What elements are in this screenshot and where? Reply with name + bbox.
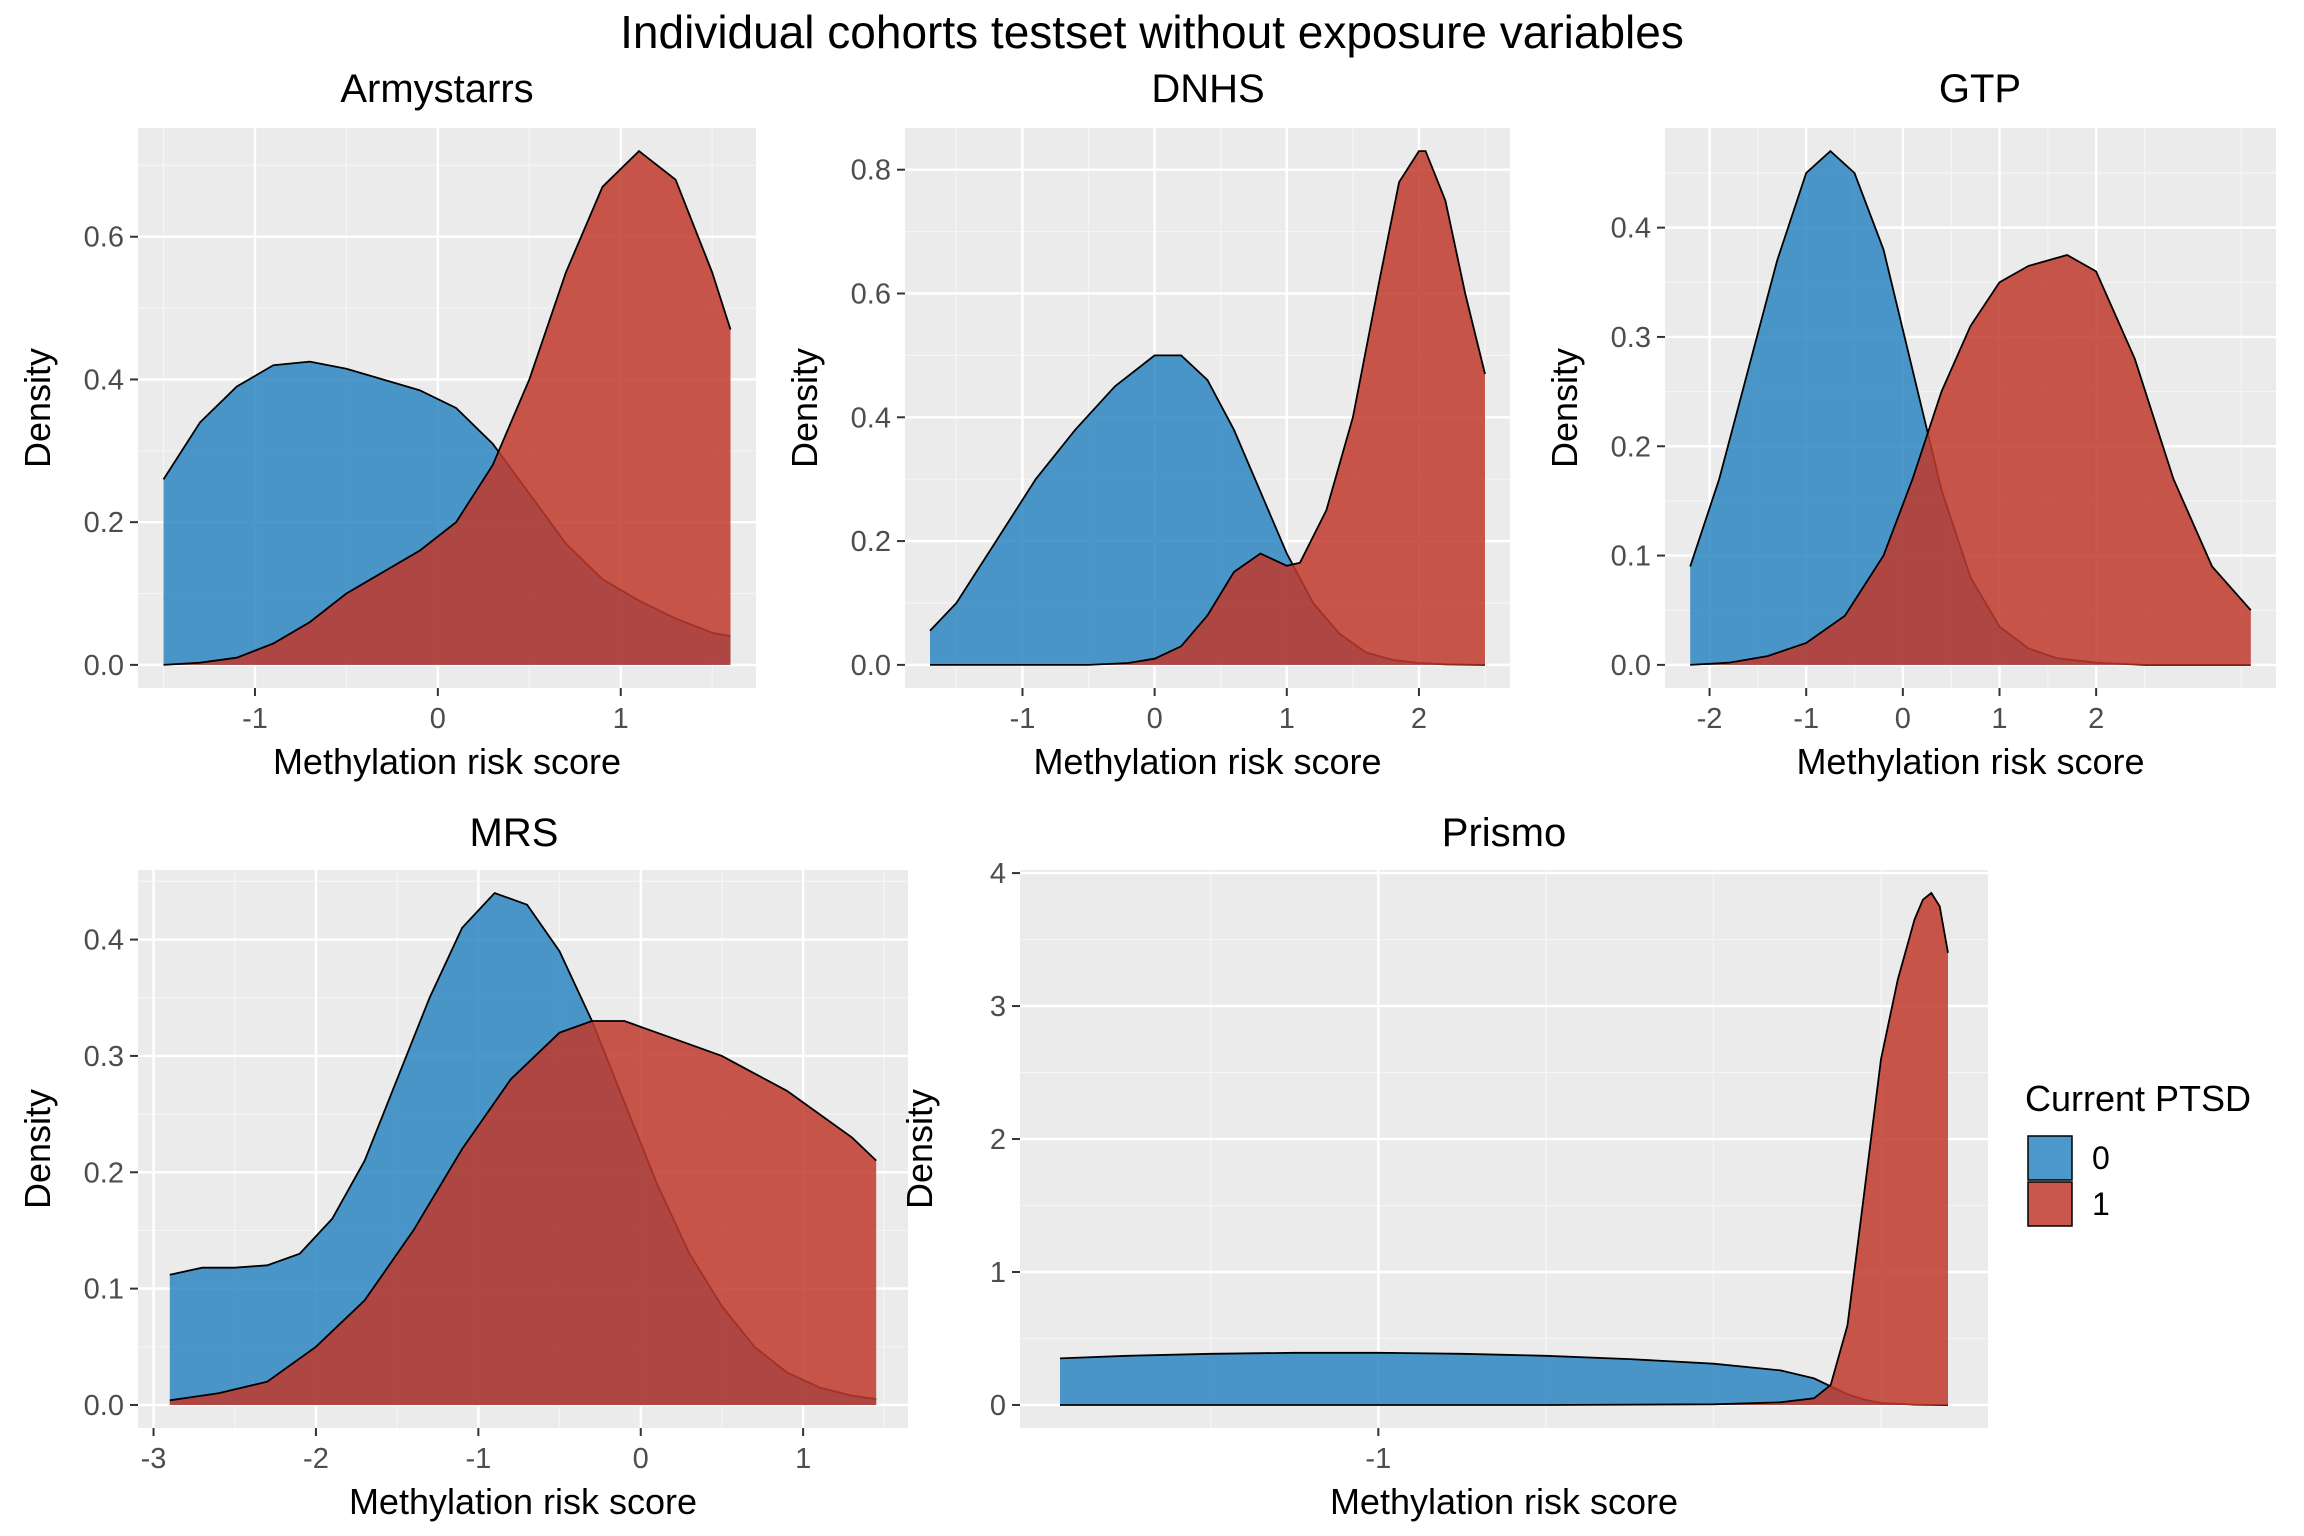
y-tick-label: 0.4 [1611, 213, 1651, 245]
legend: Current PTSD 0 1 [2025, 1078, 2251, 1227]
density-line-ptsd-1 [1690, 254, 2252, 666]
y-axis-label: Density [784, 348, 825, 468]
density-line-ptsd-1 [169, 1020, 877, 1402]
x-tick-label: -1 [1793, 703, 1819, 735]
y-tick-label: 0.2 [84, 507, 124, 539]
y-tick-label: 4 [990, 858, 1006, 890]
x-tick-label: 0 [1895, 703, 1911, 735]
x-tick-label: -1 [1365, 1443, 1391, 1475]
x-axis-label: Methylation risk score [1796, 741, 2144, 782]
y-tick-label: 0.6 [84, 222, 124, 254]
y-tick-label: 0.0 [84, 1390, 124, 1422]
y-tick-label: 0 [990, 1390, 1006, 1422]
x-tick-label: 2 [1411, 703, 1427, 735]
legend-key [2027, 1181, 2073, 1227]
density-area-ptsd-1 [930, 151, 1485, 665]
y-tick-label: 0.3 [1611, 322, 1651, 354]
x-axis-label: Methylation risk score [1330, 1481, 1678, 1522]
y-tick-label: 0.1 [84, 1274, 124, 1306]
x-tick-label: 0 [633, 1443, 649, 1475]
density-area-ptsd-0 [1690, 151, 2251, 665]
x-tick-label: -1 [1010, 703, 1036, 735]
y-tick-label: 0.4 [84, 925, 124, 957]
x-tick-label: 1 [795, 1443, 811, 1475]
x-axis-label: Methylation risk score [1033, 741, 1381, 782]
panel-title: GTP [1939, 67, 2021, 111]
panel-background [1020, 870, 1988, 1428]
y-tick-label: 0.8 [851, 155, 891, 187]
x-tick-label: 1 [1279, 703, 1295, 735]
y-tick-label: 0.0 [84, 650, 124, 682]
y-axis-label: Density [17, 1089, 58, 1209]
y-tick-label: 0.4 [84, 364, 124, 396]
y-tick-label: 0.1 [1611, 541, 1651, 573]
panel-title: Prismo [1442, 811, 1566, 855]
x-tick-label: -1 [242, 703, 268, 735]
density-line-ptsd-1 [930, 150, 1486, 666]
y-axis-label: Density [1544, 348, 1585, 468]
panel-dnhs: -1 0 1 2 0.0 0.2 0.4 0.6 0.8 DNHS Methylation risk… [784, 67, 1510, 782]
panel-gtp: -2 -1 0 1 2 0.0 0.1 0.2 0.3 0.4 GTP Methylation ris… [1544, 67, 2276, 782]
x-tick-label: -1 [465, 1443, 491, 1475]
legend-label: 0 [2092, 1140, 2110, 1176]
density-area-ptsd-1 [163, 151, 731, 665]
y-tick-label: 1 [990, 1257, 1006, 1289]
y-axis-label: Density [899, 1089, 940, 1209]
y-tick-label: 0.6 [851, 278, 891, 310]
x-tick-label: -2 [1697, 703, 1723, 735]
x-tick-label: 0 [1147, 703, 1163, 735]
panel-title: DNHS [1151, 67, 1264, 111]
x-tick-label: 0 [430, 703, 446, 735]
y-tick-label: 0.4 [851, 402, 891, 434]
x-axis-label: Methylation risk score [349, 1481, 697, 1522]
panel-title: MRS [470, 811, 559, 855]
x-tick-label: 2 [2088, 703, 2104, 735]
y-tick-label: 0.2 [851, 526, 891, 558]
y-tick-label: 0.0 [851, 650, 891, 682]
panel-title: Armystarrs [340, 67, 533, 111]
y-tick-label: 0.3 [84, 1041, 124, 1073]
y-tick-label: 0.2 [1611, 431, 1651, 463]
legend-key [2027, 1135, 2073, 1181]
chart-main-title: Individual cohorts testset without expos… [620, 6, 1684, 58]
density-area-ptsd-0 [930, 355, 1485, 665]
panel-mrs: -3 -2 -1 0 1 0.0 0.1 0.2 0.3 0.4 MRS Methylation ri… [17, 811, 908, 1522]
panel-prismo: -1 0 1 2 3 4 Prismo Methylation risk score Densi… [899, 811, 1988, 1522]
panel-armystarrs: -1 0 1 0.0 0.2 0.4 0.6 Armystarrs Methylation ri… [17, 67, 756, 782]
y-tick-label: 0.0 [1611, 650, 1651, 682]
y-tick-label: 0.2 [84, 1157, 124, 1189]
legend-label: 1 [2092, 1186, 2110, 1222]
density-line-ptsd-1 [163, 149, 732, 666]
y-tick-label: 2 [990, 1124, 1006, 1156]
x-tick-label: 1 [613, 703, 629, 735]
density-line-ptsd-1 [1060, 891, 1949, 1406]
y-axis-label: Density [17, 348, 58, 468]
x-tick-label: -2 [303, 1443, 329, 1475]
density-area-ptsd-1 [1690, 255, 2251, 665]
density-area-ptsd-1 [169, 1021, 877, 1405]
density-area-ptsd-1 [1060, 893, 1948, 1405]
x-axis-label: Methylation risk score [273, 741, 621, 782]
legend-title: Current PTSD [2025, 1078, 2251, 1119]
y-tick-label: 3 [990, 991, 1006, 1023]
x-tick-label: -3 [141, 1443, 167, 1475]
x-tick-label: 1 [1991, 703, 2007, 735]
